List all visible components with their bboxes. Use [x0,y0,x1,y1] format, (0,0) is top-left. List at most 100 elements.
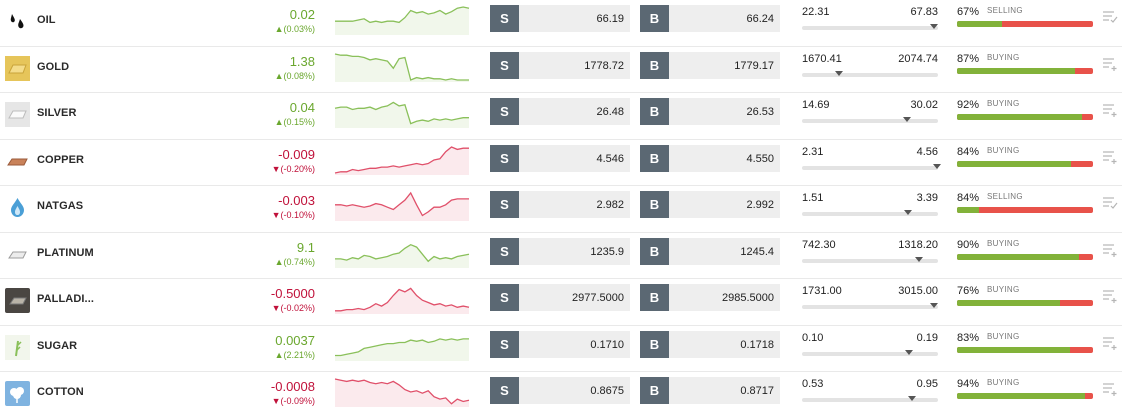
instrument-name[interactable]: PLATINUM [37,246,94,259]
change-percent: ▲(0.08%) [274,70,315,81]
list-add-icon[interactable] [1102,289,1118,303]
sell-price: 2977.5000 [572,292,624,304]
sentiment-percent: 67% [957,6,980,18]
instrument-row-sugar[interactable]: SUGAR 0.0037 ▲(2.21%) S 0.1710 B 0.1718 … [0,326,1122,372]
range-track [802,305,938,309]
palladium-bar-icon [5,288,30,313]
instrument-name[interactable]: COPPER [37,153,85,166]
sell-price: 66.19 [596,13,624,25]
sell-tag: S [490,330,519,358]
buy-tag: B [640,191,669,218]
instrument-row-platinum[interactable]: PLATINUM 9.1 ▲(0.74%) S 1235.9 B 1245.4 … [0,233,1122,279]
sell-button[interactable]: S 26.48 [490,98,630,125]
buy-button[interactable]: B 2.992 [640,191,780,218]
range-low: 1731.00 [802,285,842,297]
sell-tag: S [490,51,519,79]
range-track [802,212,938,216]
instrument-name[interactable]: PALLADI... [37,293,95,305]
change-percent: ▼(-0.09%) [271,396,315,406]
price-change: -0.0008 ▼(-0.09%) [271,380,315,407]
check-list-icon[interactable] [1102,196,1118,210]
sparkline-chart [335,243,470,268]
sell-button[interactable]: S 2977.5000 [490,284,630,311]
sentiment-bar [957,253,1093,260]
copper-bar-icon [5,149,30,174]
sentiment-fill [957,300,1061,306]
buy-button[interactable]: B 1245.4 [640,237,780,265]
sentiment-bar [957,300,1093,306]
range-high: 2074.74 [898,52,938,65]
instrument-name[interactable]: NATGAS [37,200,84,212]
buy-button[interactable]: B 1779.17 [640,51,780,79]
range-track [802,72,938,77]
instrument-name[interactable]: OIL [37,14,56,26]
sell-button[interactable]: S 1235.9 [490,237,630,265]
instrument-row-gold[interactable]: GOLD 1.38 ▲(0.08%) S 1778.72 B 1779.17 1… [0,47,1122,93]
sparkline-chart [335,337,469,361]
sell-button[interactable]: S 4.546 [490,144,630,172]
change-percent: ▼(-0.10%) [271,210,315,220]
sparkline-area [335,379,469,407]
buy-button[interactable]: B 0.8717 [640,377,780,404]
sentiment-bar [957,21,1093,27]
range-marker-icon [914,256,923,262]
sentiment-fill [957,67,1076,74]
sell-button[interactable]: S 66.19 [490,5,630,32]
buy-button[interactable]: B 66.24 [640,5,780,32]
sentiment-fill [957,160,1072,167]
sell-button[interactable]: S 1778.72 [490,51,630,79]
sparkline-line [334,101,469,125]
buy-button[interactable]: B 26.53 [640,98,780,125]
range-low: 0.10 [802,331,824,344]
sentiment-bar [957,207,1093,213]
list-add-icon[interactable] [1102,150,1118,164]
buy-button[interactable]: B 2985.5000 [640,284,780,311]
list-add-icon[interactable] [1102,103,1118,117]
sell-button[interactable]: S 2.982 [490,191,630,218]
sell-price: 0.1710 [590,338,624,351]
sentiment-percent: 84% [957,145,980,158]
sell-button[interactable]: S 0.8675 [490,377,630,404]
range-marker-icon [904,210,913,215]
buy-button[interactable]: B 4.550 [640,144,780,172]
sparkline-line [335,287,470,312]
sparkline-chart [335,191,469,221]
instrument-row-copper[interactable]: COPPER -0.009 ▼(-0.20%) S 4.546 B 4.550 … [0,140,1122,186]
change-value: 9.1 [296,239,315,255]
instrument-row-natgas[interactable]: NATGAS -0.003 ▼(-0.10%) S 2.982 B 2.992 … [0,186,1122,233]
list-add-icon[interactable] [1102,382,1118,396]
instrument-row-palladi[interactable]: PALLADI... -0.5000 ▼(-0.02%) S 2977.5000… [0,279,1122,326]
instrument-row-silver[interactable]: SILVER 0.04 ▲(0.15%) S 26.48 B 26.53 14.… [0,93,1122,140]
sparkline-line [334,378,470,405]
sparkline-area [335,146,469,175]
buy-button[interactable]: B 0.1718 [640,330,780,358]
gold-bar-icon [5,55,30,81]
instrument-row-oil[interactable]: OIL 0.02 ▲(0.03%) S 66.19 B 66.24 22.31 … [0,0,1122,47]
range-marker-icon [929,303,938,308]
instrument-row-cotton[interactable]: COTTON -0.0008 ▼(-0.09%) S 0.8675 B 0.87… [0,372,1122,419]
list-add-icon[interactable] [1102,243,1118,257]
list-add-icon[interactable] [1102,336,1118,350]
list-add-icon[interactable] [1102,57,1118,71]
sparkline-area [335,7,469,35]
change-value: 1.38 [289,53,315,69]
range-high: 0.95 [916,378,938,390]
range-high: 4.56 [916,145,938,158]
instrument-name[interactable]: GOLD [37,60,70,73]
sentiment-bar [957,114,1093,120]
instrument-name[interactable]: SILVER [37,107,77,119]
instrument-name[interactable]: COTTON [37,386,84,398]
sparkline-chart [334,52,469,82]
sell-button[interactable]: S 0.1710 [490,330,630,358]
sentiment-side: BUYING [987,331,1020,341]
instrument-name[interactable]: SUGAR [37,339,78,352]
price-change: 0.02 ▲(0.03%) [275,8,315,35]
buy-tag: B [640,330,669,358]
range-low: 1.51 [802,192,824,204]
sentiment-bar [957,346,1093,353]
sparkline-line [335,243,470,262]
change-percent: ▼(-0.02%) [271,303,315,313]
check-list-icon[interactable] [1102,10,1118,24]
change-percent: ▲(0.15%) [274,117,315,127]
sell-price: 1235.9 [590,245,624,258]
